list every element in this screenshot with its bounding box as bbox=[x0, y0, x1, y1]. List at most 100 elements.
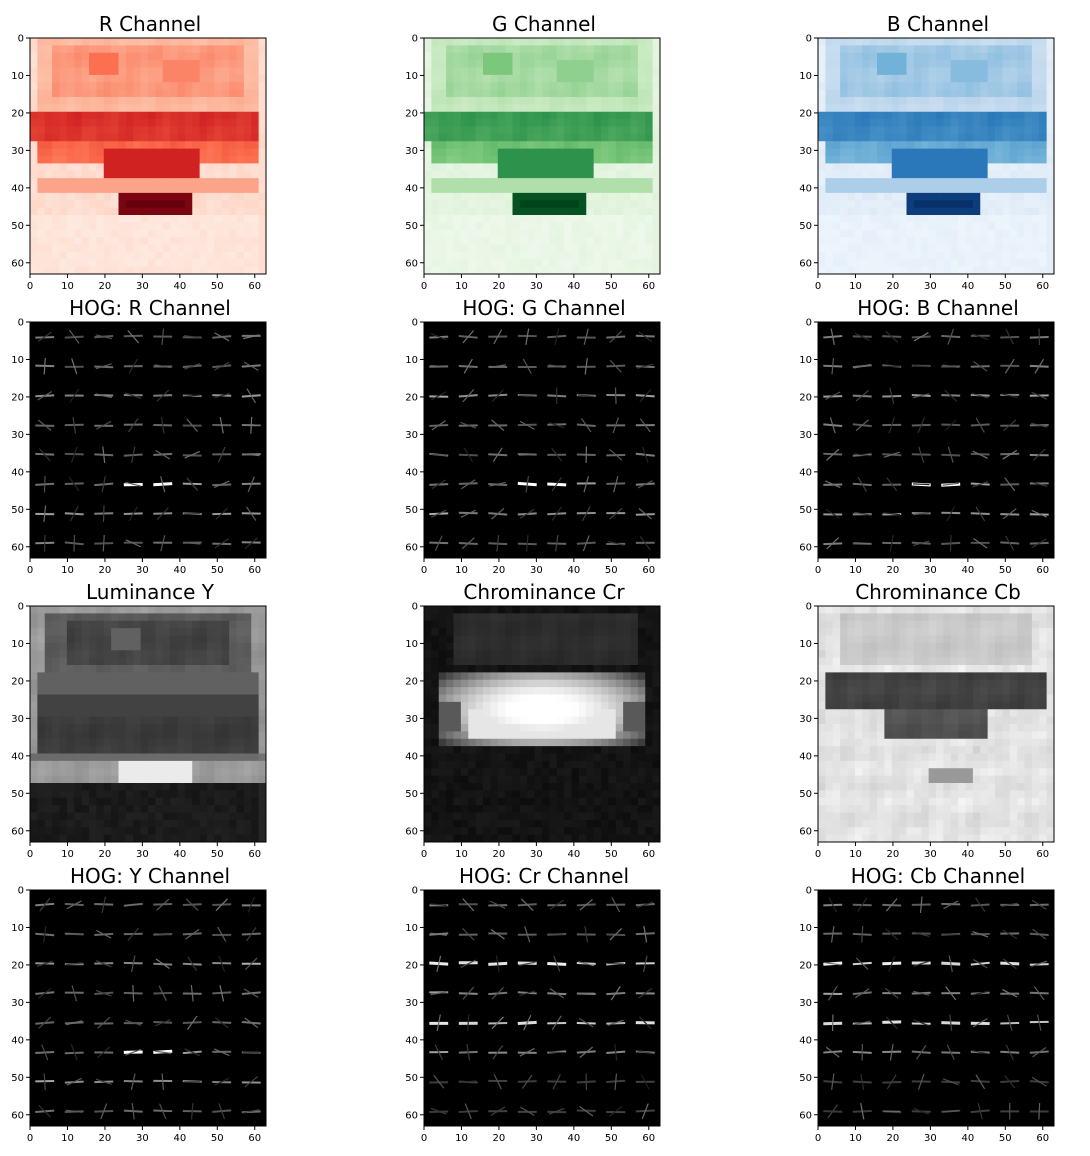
heatmap-cell bbox=[928, 170, 937, 179]
heatmap-cell bbox=[950, 67, 959, 76]
y-tick-label: 50 bbox=[405, 505, 418, 516]
heatmap-cell bbox=[1002, 170, 1011, 179]
heatmap-cell bbox=[453, 89, 462, 98]
hog-stroke bbox=[883, 512, 901, 516]
heatmap-cell bbox=[884, 215, 893, 223]
heatmap-cell bbox=[37, 694, 46, 703]
heatmap-cell bbox=[460, 222, 469, 231]
heatmap-cell bbox=[81, 650, 90, 659]
hog-stroke bbox=[1003, 419, 1017, 432]
heatmap-cell bbox=[44, 119, 53, 127]
heatmap-cell bbox=[453, 126, 462, 135]
heatmap-cell bbox=[37, 768, 46, 777]
heatmap-cell bbox=[81, 620, 90, 629]
heatmap-cell bbox=[251, 716, 260, 725]
heatmap-cell bbox=[251, 229, 260, 238]
heatmap-cell bbox=[913, 259, 922, 268]
heatmap-cell bbox=[608, 229, 617, 238]
heatmap-cell bbox=[438, 207, 447, 216]
heatmap-cell bbox=[96, 694, 105, 703]
heatmap-cell bbox=[243, 709, 252, 718]
heatmap-cell bbox=[527, 141, 536, 150]
heatmap-cell bbox=[542, 126, 550, 135]
heatmap-cell bbox=[468, 642, 477, 651]
heatmap-cell bbox=[645, 650, 654, 659]
heatmap-cell bbox=[608, 141, 617, 150]
heatmap-cell bbox=[214, 222, 223, 231]
heatmap-cell bbox=[460, 178, 469, 186]
heatmap-cell bbox=[995, 89, 1003, 98]
heatmap-cell bbox=[652, 613, 661, 622]
heatmap-cell bbox=[869, 148, 878, 157]
heatmap-cell bbox=[125, 259, 134, 268]
x-tick-label: 10 bbox=[455, 281, 468, 292]
heatmap-cell bbox=[637, 82, 646, 91]
heatmap-cell bbox=[140, 156, 149, 164]
heatmap-cell bbox=[936, 207, 944, 216]
heatmap-cell bbox=[928, 244, 937, 253]
heatmap-cell bbox=[243, 672, 252, 681]
heatmap-cell bbox=[601, 67, 609, 76]
heatmap-cell bbox=[59, 67, 68, 76]
heatmap-cell bbox=[564, 104, 572, 113]
heatmap-cell bbox=[652, 237, 661, 245]
heatmap-cell bbox=[840, 244, 848, 253]
heatmap-cell bbox=[847, 207, 856, 216]
heatmap-cell bbox=[645, 156, 654, 164]
heatmap-cell bbox=[564, 119, 572, 127]
heatmap-cell bbox=[556, 606, 565, 614]
heatmap-cell bbox=[630, 628, 639, 636]
heatmap-cell bbox=[140, 790, 149, 799]
heatmap-cell bbox=[125, 244, 134, 253]
heatmap-cell bbox=[571, 606, 580, 614]
heatmap-cell bbox=[534, 259, 543, 268]
heatmap-cell bbox=[891, 45, 900, 54]
heatmap-cell bbox=[184, 834, 193, 843]
heatmap-cell bbox=[207, 635, 215, 644]
heatmap-cell bbox=[586, 170, 595, 179]
hog-stroke bbox=[95, 363, 112, 370]
heatmap-cell bbox=[869, 141, 878, 150]
heatmap-cell bbox=[943, 52, 952, 61]
heatmap-cell bbox=[645, 89, 654, 98]
heatmap-cell bbox=[958, 133, 966, 142]
y-tick-label: 60 bbox=[405, 258, 418, 269]
heatmap-cell bbox=[593, 259, 602, 268]
heatmap-cell bbox=[44, 679, 53, 688]
hog-stroke bbox=[830, 328, 835, 345]
heatmap-cell bbox=[30, 45, 38, 54]
heatmap-cell bbox=[899, 133, 907, 142]
heatmap-image bbox=[818, 38, 1055, 275]
heatmap-cell bbox=[229, 200, 237, 209]
heatmap-cell bbox=[207, 185, 215, 194]
heatmap-cell bbox=[987, 229, 996, 238]
heatmap-cell bbox=[899, 237, 907, 245]
heatmap-cell bbox=[118, 133, 127, 142]
panel-title: Luminance Y bbox=[86, 580, 214, 604]
heatmap-cell bbox=[89, 716, 97, 725]
heatmap-cell bbox=[840, 126, 848, 135]
heatmap-cell bbox=[103, 244, 112, 253]
heatmap-cell bbox=[965, 67, 974, 76]
heatmap-cell bbox=[251, 251, 260, 260]
heatmap-cell bbox=[475, 141, 484, 150]
heatmap-cell bbox=[103, 229, 112, 238]
heatmap-cell bbox=[958, 52, 966, 61]
heatmap-cell bbox=[192, 701, 201, 710]
heatmap-cell bbox=[571, 178, 580, 186]
x-tick-label: 60 bbox=[1036, 281, 1049, 292]
heatmap-cell bbox=[133, 709, 142, 718]
axes-frame bbox=[29, 605, 267, 843]
heatmap-cell bbox=[847, 266, 856, 275]
heatmap-cell bbox=[542, 613, 550, 622]
heatmap-cell bbox=[155, 97, 164, 105]
heatmap-cell bbox=[118, 672, 127, 681]
heatmap-cell bbox=[162, 613, 171, 622]
heatmap-cell bbox=[170, 650, 178, 659]
heatmap-cell bbox=[59, 753, 68, 762]
heatmap-cell bbox=[184, 731, 193, 740]
heatmap-cell bbox=[177, 716, 186, 725]
heatmap-cell bbox=[519, 266, 528, 275]
heatmap-cell bbox=[1017, 119, 1025, 127]
heatmap-cell bbox=[950, 185, 959, 194]
